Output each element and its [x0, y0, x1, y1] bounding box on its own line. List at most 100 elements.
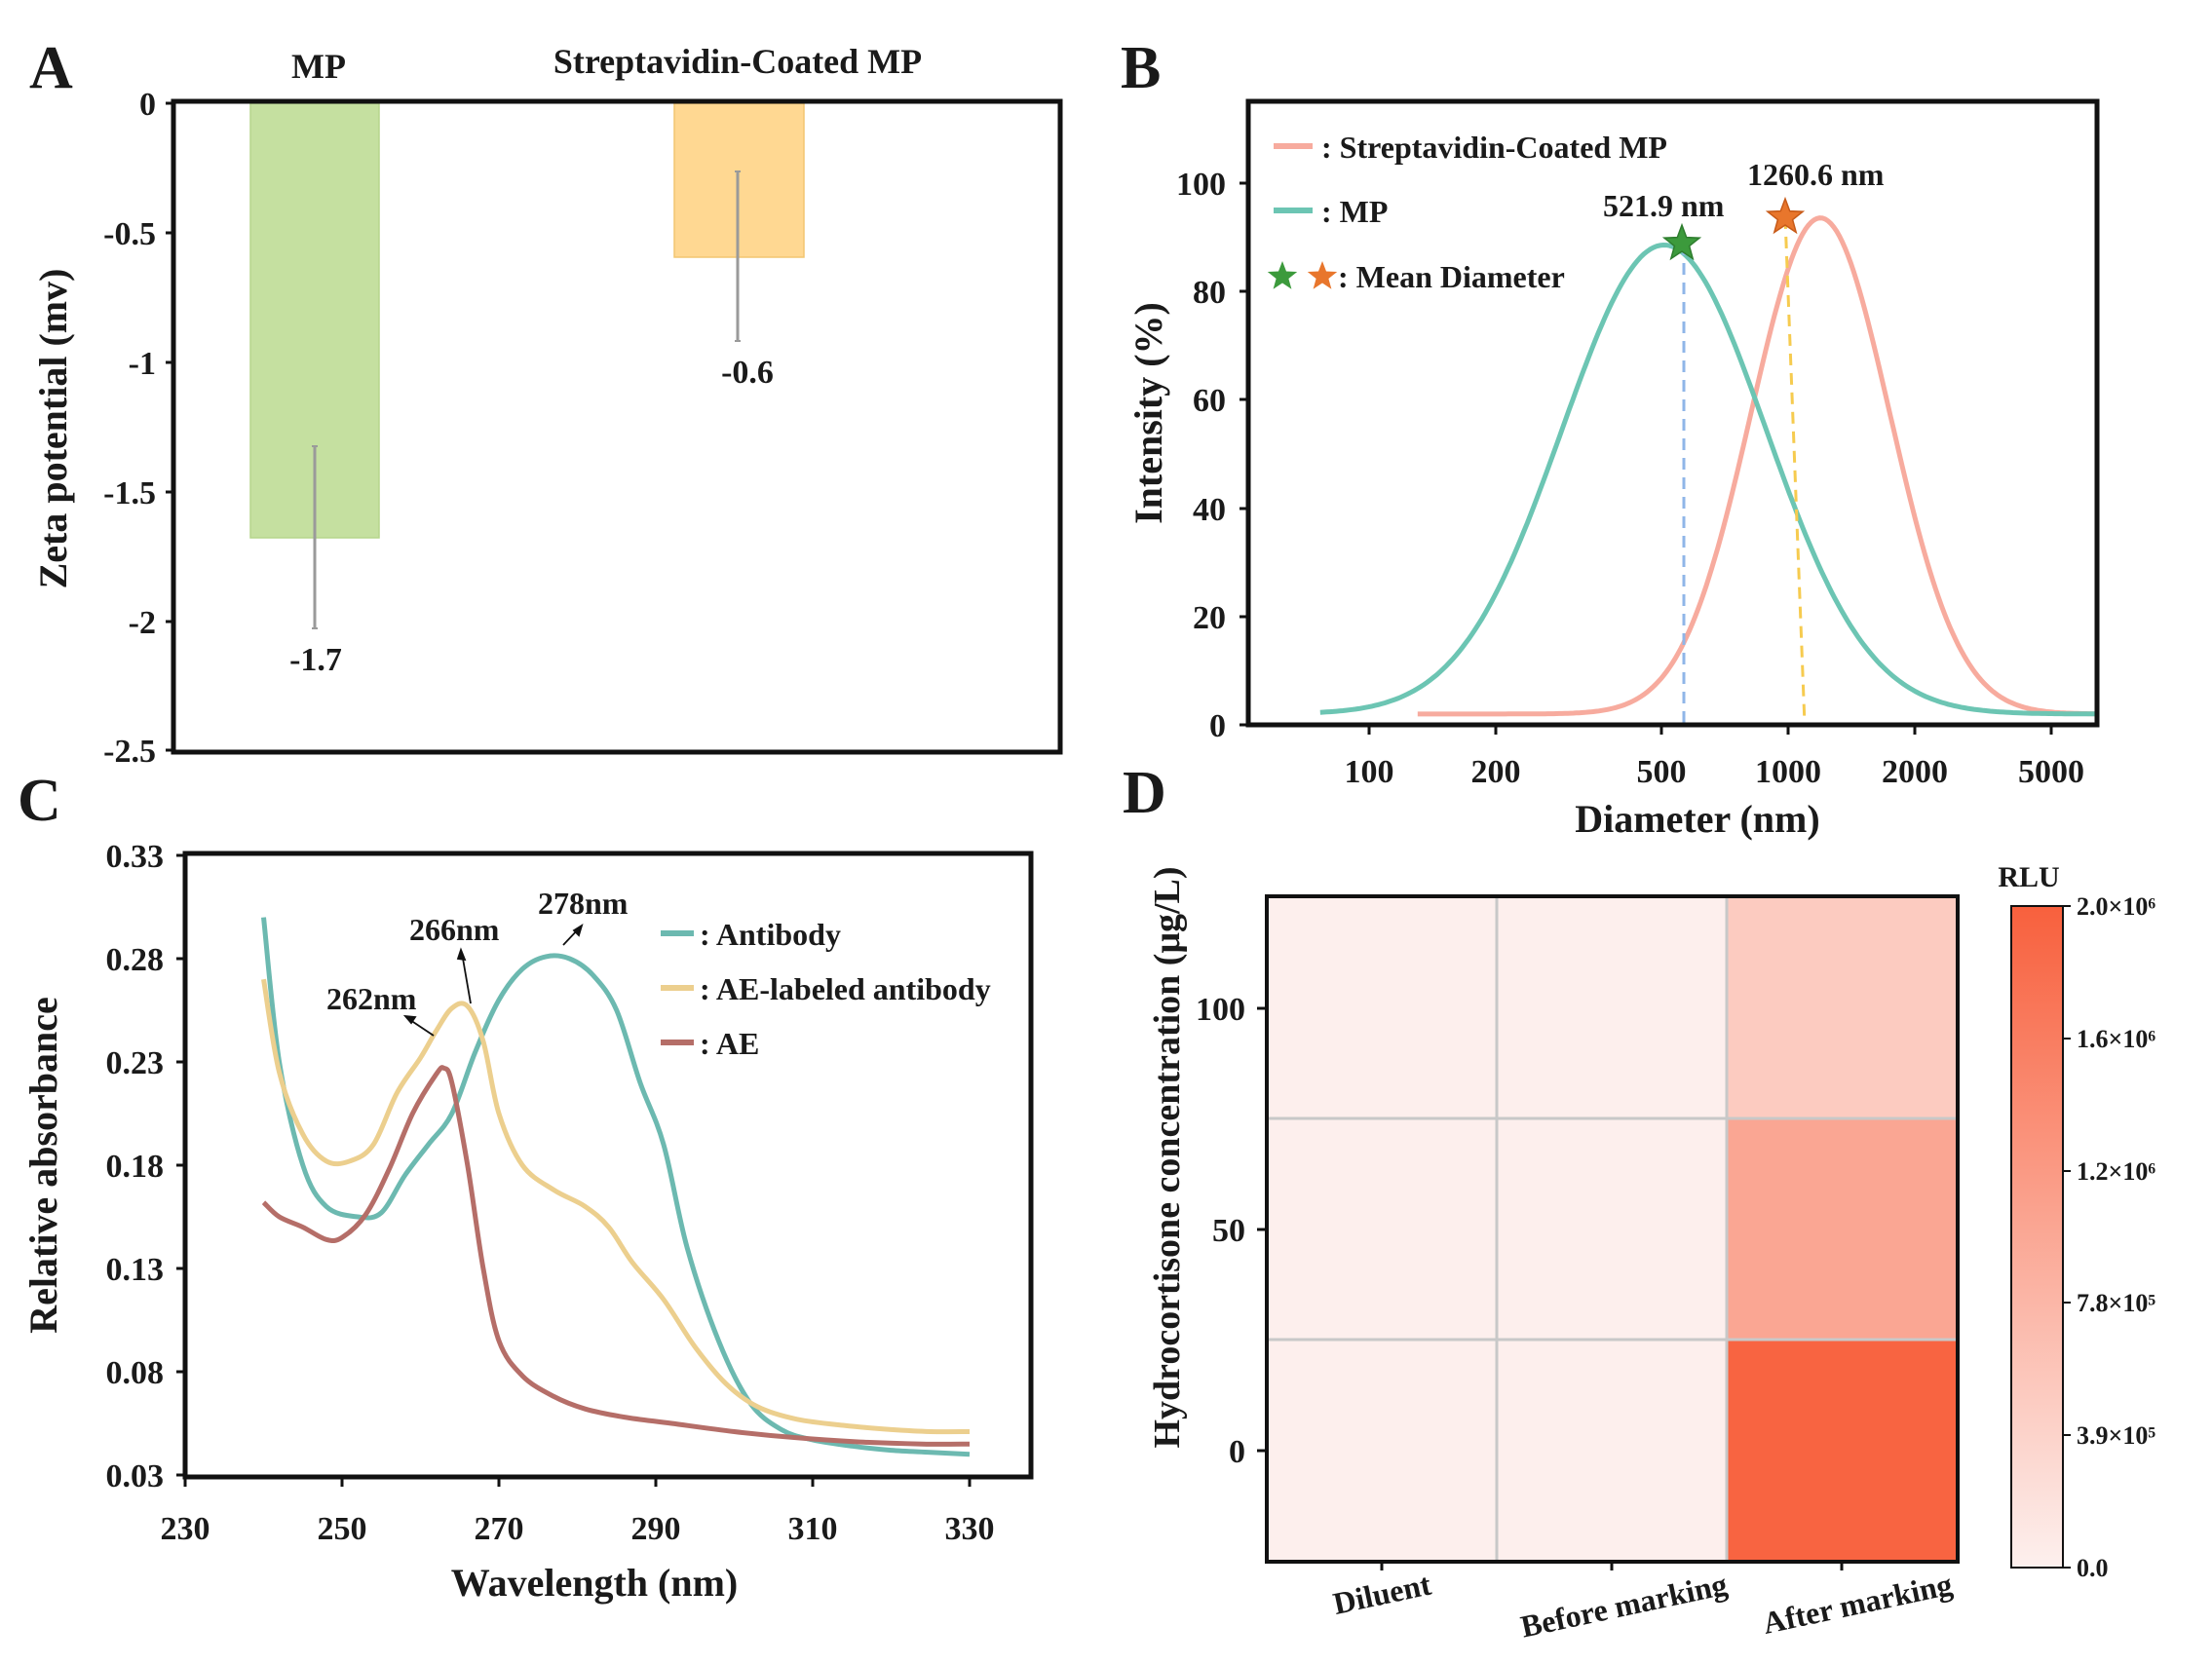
- panel-label-a: A: [29, 35, 73, 101]
- b-legend-star-green: [1267, 261, 1298, 289]
- c-xtick-label-310: 310: [788, 1511, 838, 1547]
- c-legend-label-ae-labeled: : AE-labeled antibody: [700, 971, 991, 1006]
- c-curve-ae-labeled-antibody: [261, 978, 971, 1435]
- d-ytick-label-50: 50: [1212, 1213, 1245, 1249]
- d-colorbar-tick-2: 7.8×10⁵: [2077, 1289, 2155, 1317]
- c-y-ticks: [176, 853, 186, 1477]
- a-ytick-label-5: -2.5: [103, 734, 156, 770]
- c-ytick-label-4: 0.23: [106, 1045, 165, 1081]
- a-y-ticks: [166, 101, 175, 752]
- b-x-ticks: [1367, 725, 2053, 735]
- d-cell-50-before: [1497, 1118, 1727, 1340]
- c-legend-label-ae: : AE: [700, 1026, 759, 1061]
- a-value-label-strep: -0.6: [721, 355, 774, 391]
- b-xtick-label-2000: 2000: [1882, 754, 1948, 790]
- b-peak-label-strep: 1260.6 nm: [1747, 157, 1885, 192]
- c-ytick-label-1: 0.08: [106, 1355, 165, 1391]
- panel-b-size-chart: 521.9 nm 1260.6 nm : Streptavidin-Coated…: [1126, 98, 2100, 841]
- b-legend-label-mp: : MP: [1321, 194, 1388, 229]
- c-xtick-label-230: 230: [161, 1511, 210, 1547]
- c-y-axis-title: Relative absorbance: [21, 997, 65, 1334]
- d-cell-50-diluent: [1267, 1118, 1497, 1340]
- c-annotation-266: 266nm: [409, 912, 500, 947]
- panel-label-b: B: [1121, 35, 1161, 101]
- b-curve-strep: [1417, 215, 2097, 717]
- b-xtick-label-100: 100: [1345, 754, 1394, 790]
- b-star-marker-strep: [1765, 196, 1806, 235]
- b-xtick-label-500: 500: [1637, 754, 1687, 790]
- c-x-axis-title: Wavelength (nm): [451, 1561, 738, 1605]
- d-ytick-label-0: 0: [1229, 1434, 1245, 1470]
- d-ytick-label-100: 100: [1196, 992, 1245, 1028]
- c-legend-label-antibody: : Antibody: [700, 917, 841, 952]
- c-annotation-arrows: [402, 923, 584, 1037]
- d-x-ticks: [1380, 1562, 1844, 1570]
- b-xtick-label-5000: 5000: [2018, 754, 2084, 790]
- c-xtick-label-270: 270: [475, 1511, 524, 1547]
- d-y-axis-title: Hydrocortisone concentration (μg/L): [1147, 866, 1188, 1448]
- a-value-label-mp: -1.7: [289, 642, 342, 678]
- c-xtick-label-250: 250: [318, 1511, 367, 1547]
- c-x-ticks: [183, 1477, 972, 1487]
- d-xtick-label-diluent: Diluent: [1330, 1567, 1434, 1621]
- panel-c-absorbance-chart: 262nm 266nm 278nm : Antibody : AE-labele…: [21, 839, 1034, 1605]
- a-plot-frame: [171, 98, 1063, 755]
- c-annotation-262: 262nm: [326, 981, 417, 1016]
- b-ytick-label-3: 60: [1193, 383, 1226, 419]
- d-colorbar-tick-4: 1.6×10⁶: [2077, 1025, 2155, 1053]
- b-y-ticks: [1239, 181, 1249, 727]
- d-cell-100-diluent: [1267, 897, 1497, 1118]
- a-category-label-mp: MP: [291, 47, 346, 86]
- d-cell-0-after: [1727, 1340, 1958, 1561]
- d-cell-0-diluent: [1267, 1340, 1497, 1561]
- c-ytick-label-5: 0.28: [106, 942, 165, 978]
- d-cell-gridlines: [1267, 897, 1958, 1561]
- a-ytick-label-4: -2: [129, 605, 156, 641]
- b-star-marker-mp: [1661, 222, 1702, 261]
- a-y-axis-title: Zeta potential (mv): [31, 269, 75, 589]
- b-legend-label-strep: : Streptavidin-Coated MP: [1321, 130, 1667, 165]
- d-xtick-label-before: Before marking: [1517, 1567, 1730, 1645]
- d-y-ticks: [1257, 1006, 1267, 1453]
- d-colorbar-tick-3: 1.2×10⁶: [2077, 1157, 2155, 1186]
- c-ytick-label-2: 0.13: [106, 1252, 165, 1288]
- b-y-axis-title: Intensity (%): [1126, 302, 1170, 524]
- d-colorbar-title: RLU: [1998, 861, 2059, 893]
- b-x-axis-title: Diameter (nm): [1575, 797, 1819, 841]
- d-colorbar-tick-1: 3.9×10⁵: [2077, 1421, 2155, 1450]
- c-ytick-label-3: 0.18: [106, 1149, 165, 1185]
- b-legend-label-mean: : Mean Diameter: [1338, 259, 1565, 294]
- panel-d-heatmap: 100 50 0 Diluent Before marking After ma…: [1147, 861, 2155, 1645]
- c-xtick-label-330: 330: [945, 1511, 995, 1547]
- panel-label-d: D: [1123, 760, 1166, 826]
- b-ytick-label-2: 40: [1193, 492, 1226, 528]
- d-cell-50-after: [1727, 1118, 1958, 1340]
- d-xtick-label-after: After marking: [1760, 1567, 1956, 1641]
- a-ytick-label-0: 0: [139, 87, 156, 123]
- b-xtick-label-1000: 1000: [1755, 754, 1821, 790]
- b-plot-frame: [1245, 98, 2100, 728]
- d-colorbar-tick-5: 2.0×10⁶: [2077, 892, 2155, 921]
- d-cell-100-after: [1727, 897, 1958, 1118]
- d-cell-0-before: [1497, 1340, 1727, 1561]
- b-ytick-label-4: 80: [1193, 275, 1226, 311]
- c-curve-antibody: [261, 917, 971, 1457]
- d-cell-100-before: [1497, 897, 1727, 1118]
- panel-a-zeta-chart: MP Streptavidin-Coated MP -1.7 -0.6 0 -0…: [31, 42, 1063, 770]
- a-ytick-label-2: -1: [129, 346, 156, 382]
- b-xtick-label-200: 200: [1471, 754, 1521, 790]
- panel-label-c: C: [18, 768, 61, 834]
- d-colorbar-ticks: [2063, 905, 2071, 1569]
- c-xtick-label-290: 290: [631, 1511, 681, 1547]
- c-plot-frame: [182, 851, 1034, 1480]
- c-ytick-label-0: 0.03: [106, 1458, 165, 1494]
- b-ytick-label-1: 20: [1193, 600, 1226, 636]
- b-mean-line-strep: [1783, 216, 1807, 726]
- b-curve-mp: [1319, 242, 2097, 717]
- b-ytick-label-5: 100: [1176, 167, 1226, 203]
- c-curve-ae: [261, 1065, 971, 1447]
- a-category-label-strep: Streptavidin-Coated MP: [553, 42, 922, 81]
- d-colorbar-tick-0: 0.0: [2077, 1554, 2109, 1582]
- a-ytick-label-3: -1.5: [103, 475, 156, 511]
- c-ytick-label-6: 0.33: [106, 839, 165, 875]
